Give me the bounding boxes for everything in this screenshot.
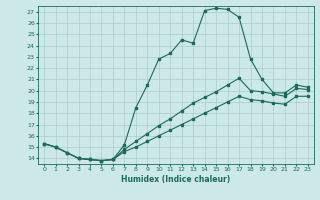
X-axis label: Humidex (Indice chaleur): Humidex (Indice chaleur) bbox=[121, 175, 231, 184]
